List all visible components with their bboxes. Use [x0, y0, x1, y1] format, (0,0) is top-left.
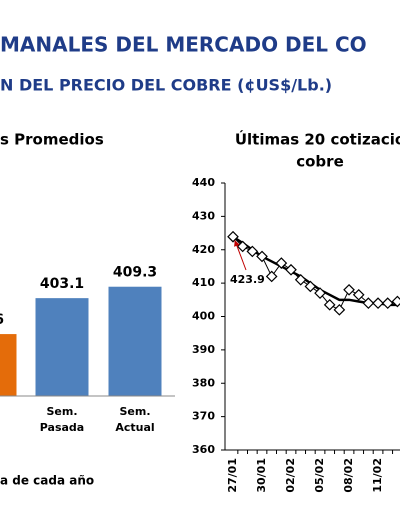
point-marker — [304, 280, 317, 293]
point-marker — [285, 263, 297, 276]
y-tick-label: 400 — [192, 310, 215, 323]
point-marker — [256, 250, 268, 263]
point-marker — [323, 298, 336, 311]
x-tick-label: 11/02 — [371, 458, 384, 493]
point-marker — [246, 245, 259, 258]
series-line — [232, 235, 398, 307]
point-marker — [381, 297, 394, 309]
point-marker — [352, 288, 365, 301]
point-marker — [372, 297, 384, 309]
point-marker — [275, 257, 288, 269]
y-tick-label: 440 — [192, 176, 215, 189]
x-tick-label: 30/01 — [255, 458, 268, 493]
point-marker — [314, 287, 326, 299]
point-marker — [227, 230, 239, 243]
bar — [0, 334, 17, 396]
annotation-arrow — [234, 240, 247, 271]
y-tick-label: 420 — [192, 243, 215, 256]
y-tick-label: 360 — [192, 443, 215, 456]
y-tick-label: 430 — [192, 209, 215, 222]
point-marker — [362, 297, 375, 309]
slide-subtitle: N DEL PRECIO DEL COBRE (¢US$/Lb.) — [0, 76, 332, 95]
point-marker — [391, 295, 400, 308]
x-tick-label: Sem. Actual — [115, 405, 155, 434]
right-chart-title: Últimas 20 cotizacio — [235, 130, 400, 149]
bar — [108, 286, 162, 396]
footnote: a de cada año — [0, 474, 94, 488]
bar-value-label: 403.1 — [40, 276, 84, 292]
left-chart-title: s Promedios — [0, 131, 104, 149]
bar-value-label: 6 — [0, 312, 4, 328]
right-chart-title: cobre — [296, 153, 344, 171]
x-tick-label: Sem. Pasada — [39, 405, 85, 434]
y-tick-label: 410 — [192, 276, 215, 289]
y-tick-label: 370 — [192, 410, 215, 423]
x-tick-label: 08/02 — [342, 458, 355, 493]
point-marker — [343, 283, 355, 296]
x-tick-label: 27/01 — [226, 458, 239, 493]
bar-value-label: 409.3 — [113, 265, 157, 281]
data-label: 423.9 — [230, 273, 265, 286]
point-marker — [333, 303, 346, 316]
x-tick-label: 05/02 — [313, 458, 326, 493]
y-tick-label: 390 — [192, 343, 215, 356]
slide-title: MANALES DEL MERCADO DEL CO — [0, 33, 367, 57]
point-marker — [265, 270, 278, 283]
x-tick-label: 02/02 — [284, 458, 297, 493]
x-tick-label: (*) — [0, 404, 26, 420]
y-tick-label: 380 — [192, 376, 215, 389]
bar — [35, 298, 89, 396]
point-marker — [294, 273, 307, 286]
